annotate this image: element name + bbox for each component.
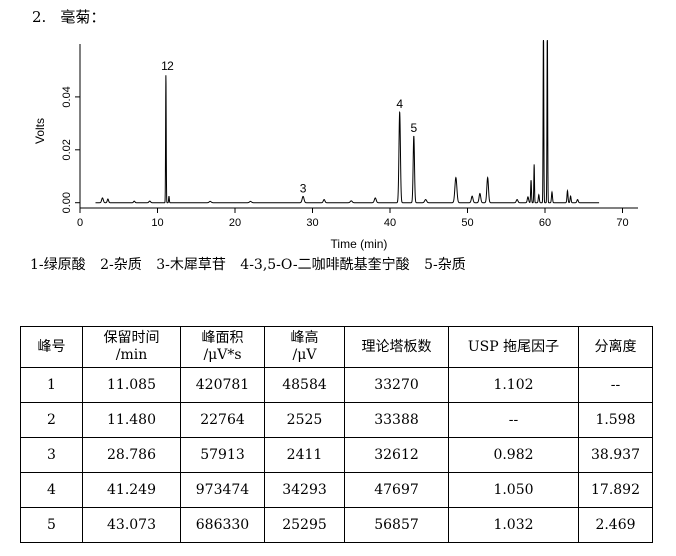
header-usp-tailing: USP 拖尾因子 [448,326,579,368]
x-tick-label: 0 [77,217,83,229]
table-cell: 34293 [264,472,345,508]
section-number: 2. [32,8,47,26]
y-tick-label: 0.00 [61,192,73,213]
table-cell: 32612 [344,437,449,473]
x-tick-label: 20 [229,217,241,229]
section-title: 毫菊： [60,8,106,26]
table-row: 1 11.085 420781 48584 33270 1.102 -- [20,367,653,403]
chart-axes: 0 10 20 30 40 50 60 70 0.00 0.02 0.04 [61,44,638,229]
header-peak-no: 峰号 [20,326,83,368]
table-cell: 2525 [264,402,345,438]
table-cell: 11.480 [82,402,181,438]
table-cell: 47697 [344,472,449,508]
x-tick-label: 50 [461,217,473,229]
table-cell: 25295 [264,507,345,543]
chromatogram-trace [95,39,600,204]
table-cell: 48584 [264,367,345,403]
table-cell: 17.892 [578,472,653,508]
peak-labels: 1 2 3 45 [161,59,417,195]
x-tick-label: 70 [616,217,628,229]
table-cell: 43.073 [82,507,181,543]
table-cell: 1.050 [448,472,579,508]
peak-label: 5 [410,121,417,135]
table-cell: 0.982 [448,437,579,473]
table-row: 3 28.786 57913 2411 32612 0.982 38.937 [20,437,653,473]
header-peak-area: 峰面积/μV*s [180,326,265,368]
header-retention-time: 保留时间/min [82,326,181,368]
table-cell: 5 [20,507,83,543]
peak-legend: 1-绿原酸 2-杂质 3-木犀草苷 4-3,5-O-二咖啡酰基奎宁酸 5-杂质 [30,254,476,274]
table-cell: 38.937 [578,437,653,473]
table-cell: 41.249 [82,472,181,508]
x-axis-label: Time (min) [331,237,388,251]
table-row: 5 43.073 686330 25295 56857 1.032 2.469 [20,507,653,543]
table-cell: 2 [20,402,83,438]
legend-item: 3-木犀草苷 [156,257,226,273]
legend-item: 4-3,5-O-二咖啡酰基奎宁酸 [240,257,410,273]
header-peak-height: 峰高/μV [264,326,345,368]
table-header-row: 峰号 保留时间/min 峰面积/μV*s 峰高/μV 理论塔板数 USP 拖尾因… [20,326,653,368]
table-cell: 973474 [180,472,265,508]
table-row: 2 11.480 22764 2525 33388 -- 1.598 [20,402,653,438]
peak-label: 1 [161,59,168,73]
table-cell: 57913 [180,437,265,473]
chromatogram-trace-group [95,39,600,204]
y-tick-label: 0.02 [61,139,73,160]
header-theoretical-plates: 理论塔板数 [344,326,449,368]
chromatogram-chart: 0 10 20 30 40 50 60 70 0.00 0.02 0.04 1 2 3 45 Time (… [33,39,638,251]
table-cell: 2.469 [578,507,653,543]
peak-label: 2 [167,59,174,73]
table-cell: 1.598 [578,402,653,438]
table-cell: 56857 [344,507,449,543]
legend-item: 2-杂质 [100,257,142,273]
table-cell: 28.786 [82,437,181,473]
table-cell: 686330 [180,507,265,543]
header-resolution: 分离度 [578,326,653,368]
legend-item: 1-绿原酸 [30,257,86,273]
x-tick-label: 40 [384,217,396,229]
table-cell: 4 [20,472,83,508]
table-row: 4 41.249 973474 34293 47697 1.050 17.892 [20,472,653,508]
table-cell: -- [448,402,579,438]
peak-label: 3 [300,181,307,195]
section-heading: 2. 毫菊： [32,6,105,27]
table-cell: 1.102 [448,367,579,403]
table-cell: 1.032 [448,507,579,543]
peak-label: 4 [396,97,403,111]
table-cell: 33270 [344,367,449,403]
table-cell: 11.085 [82,367,181,403]
table-cell: 2411 [264,437,345,473]
y-axis-label: Volts [33,118,47,144]
table-cell: 1 [20,367,83,403]
table-cell: 3 [20,437,83,473]
x-tick-label: 10 [151,217,163,229]
y-tick-label: 0.04 [61,86,73,107]
table-cell: 33388 [344,402,449,438]
x-tick-label: 60 [539,217,551,229]
peak-data-table: 峰号 保留时间/min 峰面积/μV*s 峰高/μV 理论塔板数 USP 拖尾因… [20,326,653,543]
x-tick-label: 30 [306,217,318,229]
table-cell: 22764 [180,402,265,438]
legend-item: 5-杂质 [424,257,466,273]
table-cell: -- [578,367,653,403]
table-cell: 420781 [180,367,265,403]
